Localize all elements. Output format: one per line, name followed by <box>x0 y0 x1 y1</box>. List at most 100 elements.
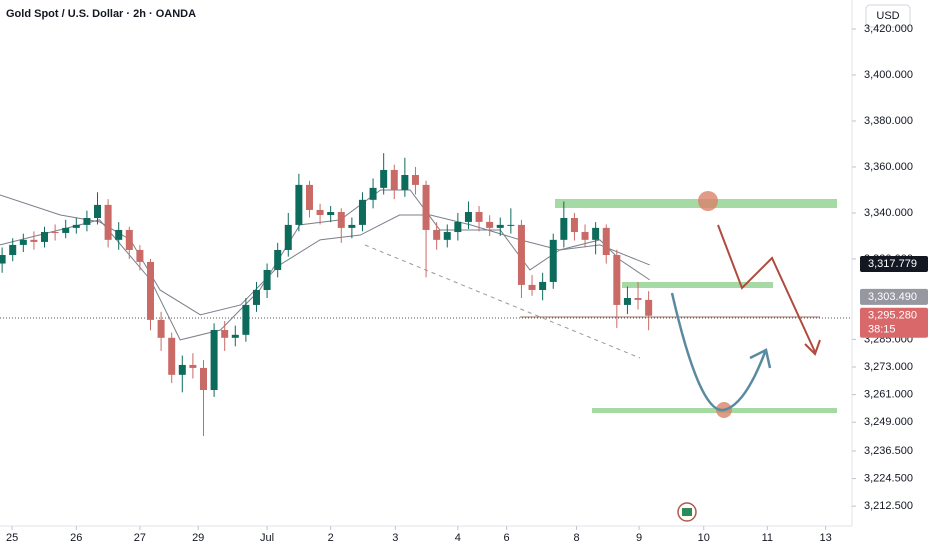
candle-body <box>507 224 515 226</box>
candle-body <box>83 218 91 225</box>
candle-body <box>242 304 250 335</box>
y-tick-label: 3,340.000 <box>864 207 913 219</box>
y-tick-label: 3,380.000 <box>864 115 913 127</box>
price-label: 3,295.280 <box>868 310 917 322</box>
price-label: 3,303.490 <box>868 291 917 303</box>
candle-body <box>433 229 441 240</box>
y-tick-label: 3,273.000 <box>864 361 913 373</box>
trend-line <box>364 244 641 359</box>
candle-body <box>94 204 102 219</box>
candle-body <box>613 255 621 305</box>
candle-body <box>539 281 547 290</box>
arrow-head <box>804 339 821 356</box>
x-tick-label: 10 <box>698 532 710 544</box>
candle-body <box>486 221 494 228</box>
candle-body <box>263 269 271 290</box>
candle-body <box>581 232 589 240</box>
candle-body <box>645 299 653 316</box>
y-tick-label: 3,420.000 <box>864 23 913 35</box>
x-tick-label: 13 <box>819 532 831 544</box>
currency-button[interactable] <box>865 4 911 28</box>
candle-body <box>115 229 123 240</box>
candle-body <box>19 239 27 245</box>
price-label-box <box>860 307 928 338</box>
candle-body <box>157 319 165 338</box>
candle-body <box>337 212 345 228</box>
candle-body <box>51 232 59 234</box>
candle-body <box>454 221 462 233</box>
currency-label: USD <box>876 10 899 22</box>
mid-zone <box>622 282 773 288</box>
marker-circle <box>698 191 718 211</box>
candle-body <box>221 329 229 338</box>
y-tick-label: 3,224.500 <box>864 472 913 484</box>
x-tick-label: 25 <box>6 532 18 544</box>
y-tick-label: 3,400.000 <box>864 69 913 81</box>
y-tick-label: 3,360.000 <box>864 161 913 173</box>
candle-body <box>570 218 578 233</box>
x-tick-label: 11 <box>762 532 773 544</box>
candle-body <box>411 175 419 185</box>
candle-body <box>496 224 504 228</box>
countdown: 38:15 <box>868 324 896 336</box>
y-tick-label: 3,261.000 <box>864 389 913 401</box>
candle-body <box>305 184 313 210</box>
candle-body <box>178 364 186 375</box>
candle-body <box>295 184 303 225</box>
candle-body <box>549 239 557 282</box>
bearish-arrow <box>717 224 816 353</box>
x-tick-label: 27 <box>134 532 146 544</box>
bullish-arrow <box>670 292 767 412</box>
candle-body <box>348 224 356 228</box>
arrow-head <box>749 348 772 369</box>
candle-body <box>284 224 292 250</box>
y-tick-label: 3,249.000 <box>864 416 913 428</box>
candle-body <box>560 218 568 240</box>
candle-body <box>327 212 335 216</box>
x-tick-label: 9 <box>636 532 642 544</box>
candle-body <box>146 261 154 320</box>
candle-body <box>62 227 70 233</box>
candle-body <box>528 284 536 290</box>
candle-body <box>210 329 218 391</box>
price-label: 3,317.779 <box>868 258 917 270</box>
candle-body <box>231 334 239 338</box>
price-label-box <box>860 256 928 273</box>
candle-body <box>464 212 472 222</box>
candle-body <box>316 209 324 216</box>
candle-body <box>168 337 176 375</box>
candle-body <box>30 239 38 242</box>
candle-body <box>369 187 377 200</box>
price-label-box <box>860 288 928 305</box>
candle-body <box>136 249 144 262</box>
y-tick-label: 3,212.500 <box>864 500 913 512</box>
candle-body <box>634 298 642 300</box>
x-tick-label: 29 <box>192 532 204 544</box>
moving-average <box>0 189 650 341</box>
candle-body <box>602 227 610 256</box>
candle-body <box>72 224 80 228</box>
candle-body <box>380 169 388 188</box>
x-tick-label: Jul <box>260 532 274 544</box>
candle-body <box>475 212 483 222</box>
drawings <box>0 191 852 522</box>
candle-body <box>390 169 398 190</box>
chart-title: Gold Spot / U.S. Dollar · 2h · OANDA <box>6 8 196 20</box>
candle-body <box>422 184 430 230</box>
x-tick-label: 6 <box>504 532 510 544</box>
candle-body <box>199 367 207 391</box>
candle-body <box>517 224 525 285</box>
x-tick-label: 8 <box>573 532 579 544</box>
candle-body <box>358 199 366 225</box>
event-icon-inner <box>682 508 692 516</box>
candle-body <box>401 175 409 190</box>
x-tick-label: 4 <box>455 532 461 544</box>
x-tick-label: 3 <box>392 532 398 544</box>
y-tick-label: 3,236.500 <box>864 445 913 457</box>
support-zone <box>592 408 837 413</box>
candle-body <box>274 249 282 270</box>
candle-body <box>189 364 197 368</box>
candle-body <box>9 244 17 256</box>
x-tick-label: 26 <box>70 532 82 544</box>
candle-body <box>252 289 260 305</box>
